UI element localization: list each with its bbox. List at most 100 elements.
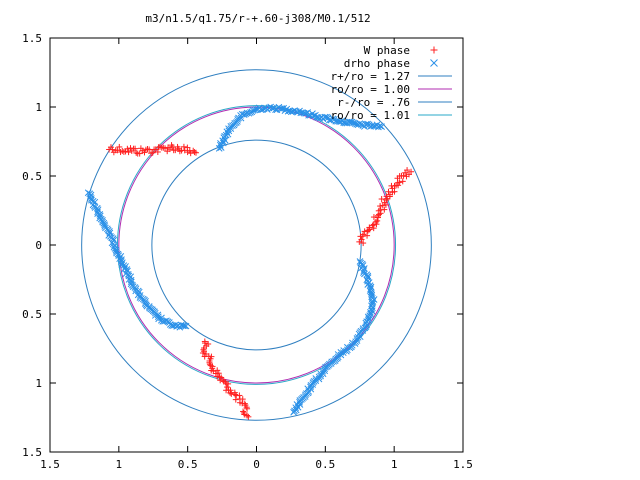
w-phase-marker [245, 413, 252, 420]
w-phase-marker [116, 143, 123, 150]
marker-stroke [360, 267, 368, 274]
legend-label: r-/ro = .76 [337, 96, 410, 109]
w-phase-marker [381, 206, 388, 213]
marker-stroke [158, 314, 165, 322]
drho-phase-marker [370, 296, 378, 303]
y-tick-label: 1 [35, 101, 42, 114]
w-phase-marker [399, 178, 406, 185]
marker-stroke [87, 191, 95, 199]
marker-stroke [101, 221, 108, 229]
w-phase-marker [391, 188, 398, 195]
marker-stroke [154, 313, 162, 321]
legend-label: W phase [364, 44, 410, 57]
marker-stroke [268, 104, 276, 112]
marker-stroke [129, 283, 137, 290]
w-phase-marker [149, 149, 156, 156]
marker-stroke [302, 110, 310, 117]
marker-stroke [119, 259, 126, 267]
w-phase-marker [378, 196, 385, 203]
marker-stroke [142, 301, 150, 309]
marker-stroke [315, 375, 323, 383]
drho-phase-marker [181, 322, 188, 330]
marker-stroke [116, 255, 123, 263]
marker-stroke [136, 292, 144, 299]
marker-stroke [151, 309, 159, 317]
marker-stroke [132, 287, 140, 295]
marker-stroke [376, 122, 384, 130]
w-phase-marker [200, 346, 207, 353]
marker-stroke [145, 303, 153, 310]
marker-stroke [91, 204, 99, 211]
y-tick-label: 0 [35, 239, 42, 252]
chart-title: m3/n1.5/q1.75/r-+.60-j308/M0.1/512 [145, 12, 370, 25]
w-phase-marker [192, 149, 199, 156]
x-tick-label: 0 [253, 458, 260, 471]
marker-stroke [312, 111, 319, 119]
w-phase-marker [191, 149, 198, 156]
x-tick-label: 0.5 [178, 458, 198, 471]
drho-phase-marker [109, 235, 117, 243]
marker-stroke [368, 122, 376, 130]
drho-phase-marker [364, 272, 372, 280]
marker-stroke [368, 291, 376, 299]
w-phase-marker [239, 396, 246, 403]
marker-stroke [143, 302, 151, 310]
drho-phase-marker [182, 322, 190, 330]
w-phase-marker [232, 396, 239, 403]
marker-stroke [260, 105, 268, 113]
drho-phase-marker [123, 266, 131, 273]
marker-stroke [99, 216, 106, 224]
marker-stroke [127, 278, 135, 286]
w-phase-marker [374, 217, 381, 224]
marker-stroke [361, 270, 368, 278]
drho-phase-marker [302, 110, 310, 117]
legend-label: r+/ro = 1.27 [331, 70, 410, 83]
w-phase-marker [132, 145, 139, 152]
w-phase-marker [201, 340, 208, 347]
marker-stroke [364, 272, 372, 280]
marker-stroke [360, 265, 368, 272]
marker-stroke [173, 323, 181, 330]
marker-stroke [161, 317, 168, 325]
w-phase-marker [385, 188, 392, 195]
y-tick-label: 0.5 [22, 308, 42, 321]
legend-label: ro/ro = 1.01 [331, 109, 410, 122]
marker-stroke [299, 109, 306, 117]
marker-stroke [280, 104, 287, 112]
marker-stroke [181, 322, 188, 330]
marker-stroke [142, 297, 149, 305]
marker-stroke [112, 246, 120, 254]
marker-stroke [378, 123, 385, 130]
w-phase-marker [232, 391, 239, 398]
drho-phase-marker [138, 295, 145, 302]
marker-stroke [272, 106, 279, 114]
w-phase-marker [228, 390, 235, 397]
marker-stroke [430, 59, 438, 67]
w-phase-marker [400, 172, 407, 179]
marker-stroke [111, 241, 118, 249]
y-tick-label: 1 [35, 377, 42, 390]
reference-circle [151, 139, 362, 351]
y-tick-label: 0.5 [22, 170, 42, 183]
drho-phase-marker [378, 123, 385, 130]
w-phase-marker [141, 149, 148, 156]
marker-stroke [223, 128, 231, 136]
legend-swatch [430, 46, 438, 54]
marker-stroke [325, 116, 333, 124]
x-tick-label: 1.5 [453, 458, 473, 471]
legend-label: ro/ro = 1.00 [331, 83, 410, 96]
marker-stroke [115, 252, 123, 259]
w-phase-marker [244, 412, 251, 419]
legend-swatch [430, 59, 438, 67]
marker-stroke [182, 322, 190, 330]
w-phase-marker [369, 222, 376, 229]
w-phase-marker [180, 143, 187, 150]
drho-phase-marker [349, 339, 356, 347]
marker-stroke [120, 262, 128, 269]
marker-stroke [310, 112, 317, 120]
w-phase-marker [366, 224, 373, 231]
drho-phase-marker [129, 283, 137, 290]
w-phase-marker [360, 240, 367, 247]
drho-phase-marker [223, 128, 231, 136]
